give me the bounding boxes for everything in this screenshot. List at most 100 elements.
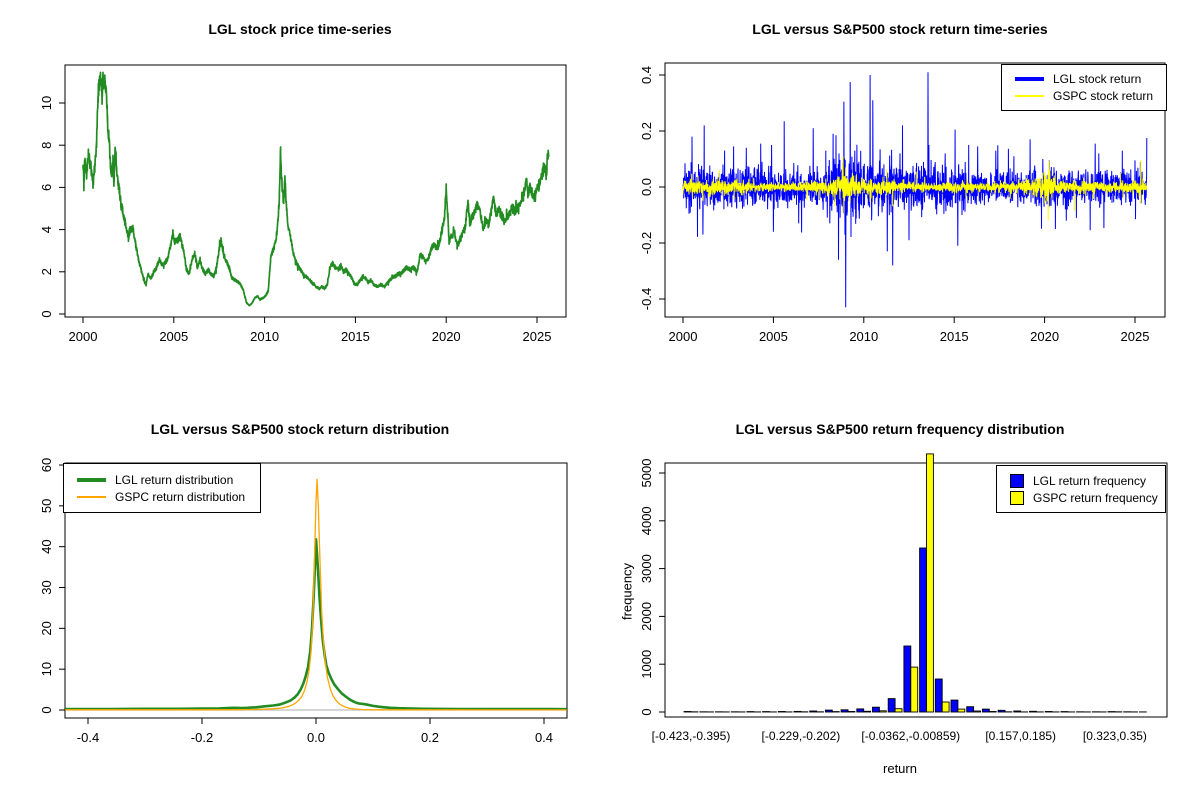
bin-label: [-0.423,-0.395) xyxy=(652,729,731,743)
lgl-frequency-bar xyxy=(856,708,865,713)
y-tick-label: 60 xyxy=(39,458,54,472)
axis-ticks: 0 1000 2000 3000 4000 5000 xyxy=(639,459,665,716)
gspc-frequency-bar xyxy=(941,701,950,713)
gspc-frequency-bar xyxy=(988,711,997,713)
plot-box xyxy=(664,62,1166,318)
legend-label: LGL return distribution xyxy=(115,472,234,487)
histogram-bars xyxy=(683,453,1147,713)
legend-label: GSPC return distribution xyxy=(115,489,246,504)
x-tick-label: 2000 xyxy=(669,329,698,344)
x-tick-label: 2025 xyxy=(523,329,552,344)
y-tick-label: 4000 xyxy=(639,506,654,535)
gspc-frequency-bar xyxy=(926,453,934,713)
y-tick-label: -0.2 xyxy=(639,232,654,254)
returns-chart-title: LGL versus S&P500 stock return time-seri… xyxy=(752,21,1048,37)
density-chart-title: LGL versus S&P500 stock return distribut… xyxy=(150,421,450,437)
lgl-price-line xyxy=(82,71,550,307)
quadrant-density-chart: LGL versus S&P500 stock return distribut… xyxy=(0,400,600,800)
axis-ticks: 2000 2005 2010 2015 2020 2025 -0.4 -0.2 0.0 0.2 0.… xyxy=(639,66,1149,344)
legend-label: GSPC return frequency xyxy=(1033,490,1158,505)
gspc-frequency-bar xyxy=(973,710,981,713)
lgl-frequency-bar xyxy=(1029,710,1037,713)
lgl-frequency-bar xyxy=(966,706,975,713)
lgl-frequency-bar xyxy=(919,547,927,713)
yellow-line-swatch xyxy=(1015,95,1044,97)
y-tick-label: 10 xyxy=(39,96,54,110)
price-chart-svg: 2000 2005 2010 2015 2020 2025 0 2 4 6 8 10 xyxy=(39,64,567,344)
quadrant-returns-chart: LGL versus S&P500 stock return time-seri… xyxy=(600,0,1200,400)
y-tick-label: 5000 xyxy=(639,459,654,488)
y-tick-label: 0.2 xyxy=(639,122,654,140)
y-tick-label: 0 xyxy=(639,708,654,715)
y-tick-label: 6 xyxy=(39,184,54,191)
lgl-return-series xyxy=(682,72,1148,308)
y-tick-label: 50 xyxy=(39,499,54,513)
legend-row-lgl-return: LGL stock return xyxy=(1002,72,1166,86)
gspc-return-series xyxy=(682,156,1148,221)
y-tick-label: 0.4 xyxy=(639,66,654,84)
gspc-density-curve xyxy=(65,478,567,711)
x-tick-label: 0.2 xyxy=(421,730,439,745)
x-tick-label: 2010 xyxy=(849,329,878,344)
legend-row-gspc-frequency: GSPC return frequency xyxy=(997,490,1165,505)
lgl-frequency-bar xyxy=(683,711,692,713)
gspc-frequency-bar xyxy=(878,710,887,713)
plot-box xyxy=(64,64,567,318)
lgl-frequency-bar xyxy=(840,709,849,713)
bin-label: [-0.0362,-0.00859) xyxy=(861,729,960,743)
returns-chart-svg: 2000 2005 2010 2015 2020 2025 -0.4 -0.2 0.0 0.2 0.… xyxy=(639,62,1166,344)
x-tick-label: 2020 xyxy=(1030,329,1059,344)
lgl-frequency-bar xyxy=(793,710,802,713)
y-tick-label: 4 xyxy=(39,226,54,233)
bin-label: [-0.229,-0.202) xyxy=(762,729,841,743)
x-tick-label: 0.0 xyxy=(307,730,325,745)
histogram-ylabel: frequency xyxy=(619,562,635,621)
x-tick-label: 2025 xyxy=(1121,329,1150,344)
legend-label: GSPC stock return xyxy=(1053,89,1154,103)
quadrant-price-chart: LGL stock price time-series 2000 2005 2010… xyxy=(0,0,600,400)
legend-row-gspc-density: GSPC return distribution xyxy=(64,490,260,504)
lgl-frequency-bar xyxy=(903,645,912,713)
blue-line-swatch xyxy=(1015,77,1044,81)
y-tick-label: 30 xyxy=(39,580,54,594)
legend-row-gspc-return: GSPC stock return xyxy=(1002,89,1166,103)
lgl-frequency-bar xyxy=(1044,711,1053,713)
axis-ticks: -0.4 -0.2 0.0 0.2 0.4 0 10 20 30 40 50 60 xyxy=(39,458,553,745)
x-tick-label: 2000 xyxy=(69,329,98,344)
orange-line-swatch xyxy=(77,495,106,498)
gspc-frequency-bar xyxy=(910,666,919,713)
x-tick-label: 2005 xyxy=(759,329,788,344)
y-tick-label: -0.4 xyxy=(639,288,654,310)
y-tick-label: 0 xyxy=(39,310,54,317)
density-chart-svg: -0.4 -0.2 0.0 0.2 0.4 0 10 20 30 40 50 60 xyxy=(39,458,568,745)
x-tick-label: -0.2 xyxy=(191,730,213,745)
x-tick-label: 2015 xyxy=(341,329,370,344)
lgl-frequency-bar xyxy=(809,710,818,713)
y-tick-label: 2000 xyxy=(639,602,654,631)
lgl-frequency-bar xyxy=(950,699,959,713)
x-tick-label: -0.4 xyxy=(77,730,99,745)
x-tick-label: 2020 xyxy=(432,329,461,344)
y-tick-label: 1000 xyxy=(639,650,654,679)
y-tick-label: 2 xyxy=(39,268,54,275)
histogram-bin-labels: [-0.423,-0.395) [-0.229,-0.202) [-0.0362,-… xyxy=(652,729,1147,743)
histogram-legend: LGL return frequency GSPC return frequen… xyxy=(996,465,1166,513)
lgl-frequency-bar xyxy=(981,708,990,713)
lgl-frequency-bar xyxy=(777,711,786,713)
legend-row-lgl-frequency: LGL return frequency xyxy=(997,473,1165,488)
legend-row-lgl-density: LGL return distribution xyxy=(64,473,260,487)
plot-box xyxy=(664,462,1168,718)
histogram-chart-title: LGL versus S&P500 return frequency distr… xyxy=(735,421,1065,437)
y-tick-label: 8 xyxy=(39,142,54,149)
returns-legend: LGL stock return GSPC stock return xyxy=(1001,64,1167,111)
x-tick-label: 2005 xyxy=(159,329,188,344)
y-tick-label: 3000 xyxy=(639,554,654,583)
density-legend: LGL return distribution GSPC return dist… xyxy=(63,463,261,513)
bin-label: [0.157,0.185) xyxy=(985,729,1056,743)
lgl-density-curve xyxy=(65,538,567,711)
legend-label: LGL return frequency xyxy=(1033,473,1146,488)
quadrant-histogram-chart: LGL versus S&P500 return frequency distr… xyxy=(600,400,1200,800)
x-tick-label: 0.4 xyxy=(535,730,553,745)
